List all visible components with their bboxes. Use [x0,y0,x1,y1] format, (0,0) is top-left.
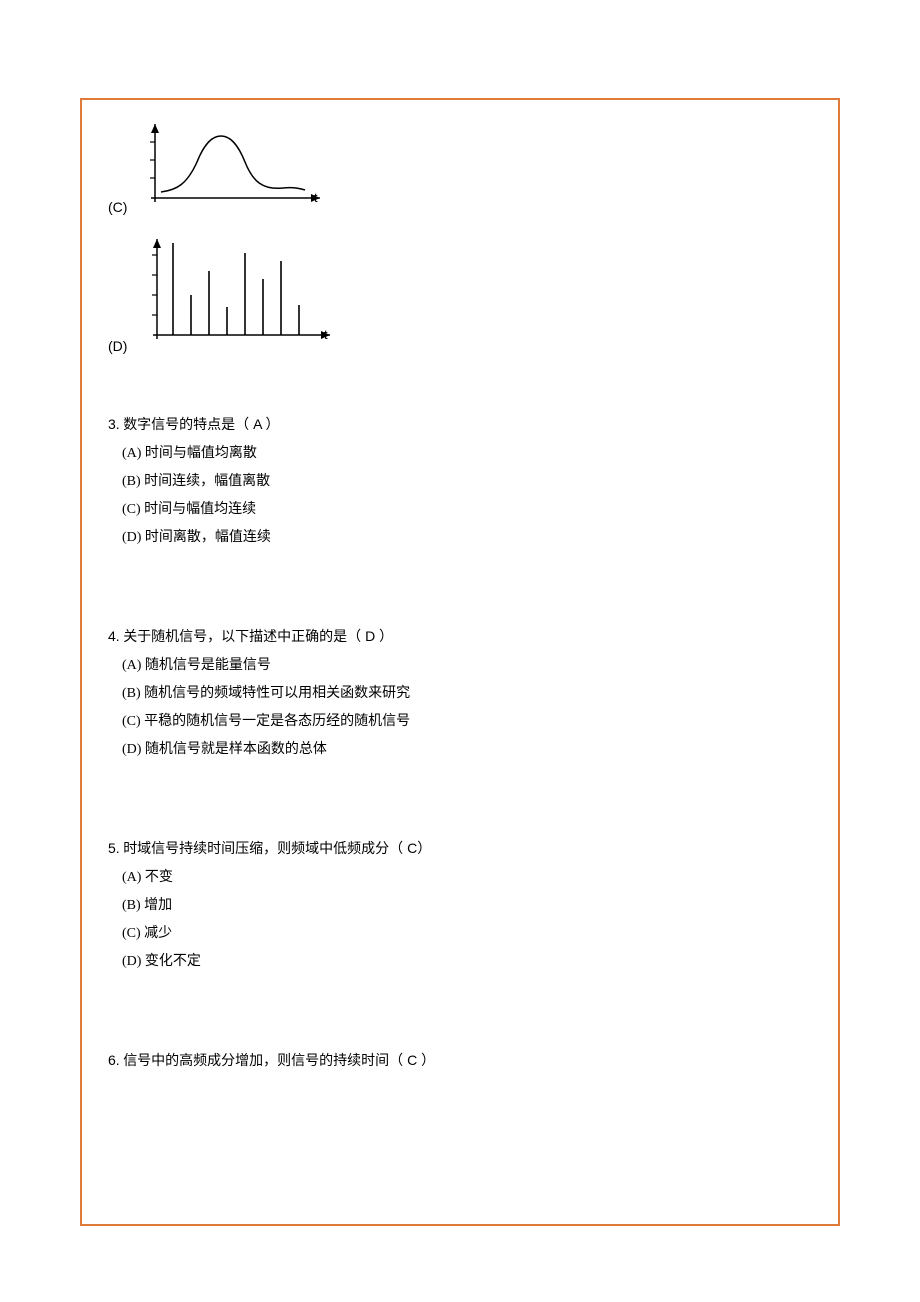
option-d-row: (D) t [108,233,812,358]
q5-stem-post: ） [417,842,431,857]
q4-stem: 4. 关于随机信号，以下描述中正确的是（ D ） [108,622,812,652]
q3-stem-pre: 数字信号的特点是（ [120,418,250,433]
q3-option-c: (C) 时间与幅值均连续 [122,496,812,524]
q4-number: 4. [108,628,120,644]
q3-option-b: (B) 时间连续，幅值离散 [122,468,812,496]
q3-option-d: (D) 时间离散，幅值连续 [122,524,812,552]
q6-stem-pre: 信号中的高频成分增加，则信号的持续时间（ [120,1054,404,1069]
q5-stem: 5. 时域信号持续时间压缩，则频域中低频成分（ C） [108,834,812,864]
question-4: 4. 关于随机信号，以下描述中正确的是（ D ） (A) 随机信号是能量信号 (… [108,622,812,764]
q5-stem-pre: 时域信号持续时间压缩，则频域中低频成分（ [120,842,404,857]
option-d-label: (D) [108,338,127,358]
q4-answer: D [361,628,379,644]
q5-option-a: (A) 不变 [122,864,812,892]
q6-number: 6. [108,1052,120,1068]
q4-option-d: (D) 随机信号就是样本函数的总体 [122,736,812,764]
q6-stem-post: ） [421,1054,435,1069]
q5-answer: C [403,840,417,856]
q4-option-c: (C) 平稳的随机信号一定是各态历经的随机信号 [122,708,812,736]
q5-option-b: (B) 增加 [122,892,812,920]
question-3: 3. 数字信号的特点是（ A ） (A) 时间与幅值均离散 (B) 时间连续，幅… [108,410,812,552]
svg-text:t: t [314,190,318,205]
option-c-row: (C) t [108,118,812,219]
graph-d: t [133,233,338,358]
q6-answer: C [403,1052,421,1068]
q3-number: 3. [108,416,120,432]
graph-c-svg: t [133,118,328,214]
svg-text:t: t [324,327,328,342]
q4-option-b: (B) 随机信号的频域特性可以用相关函数来研究 [122,680,812,708]
graph-d-svg: t [133,233,338,353]
q4-stem-post: ） [379,630,393,645]
option-c-label: (C) [108,199,127,219]
q4-option-a: (A) 随机信号是能量信号 [122,652,812,680]
q5-option-c: (C) 减少 [122,920,812,948]
q3-stem-post: ） [266,418,280,433]
q4-stem-pre: 关于随机信号，以下描述中正确的是（ [120,630,362,645]
q3-option-a: (A) 时间与幅值均离散 [122,440,812,468]
q3-answer: A [249,416,265,432]
q5-option-d: (D) 变化不定 [122,948,812,976]
q5-number: 5. [108,840,120,856]
q6-stem: 6. 信号中的高频成分增加，则信号的持续时间（ C ） [108,1046,812,1076]
document-content: (C) t (D) t 3. 数字信号的特点是（ A ） (A) 时间与幅值均离… [108,118,812,1076]
question-5: 5. 时域信号持续时间压缩，则频域中低频成分（ C） (A) 不变 (B) 增加… [108,834,812,976]
question-6: 6. 信号中的高频成分增加，则信号的持续时间（ C ） [108,1046,812,1076]
q3-stem: 3. 数字信号的特点是（ A ） [108,410,812,440]
graph-c: t [133,118,328,219]
